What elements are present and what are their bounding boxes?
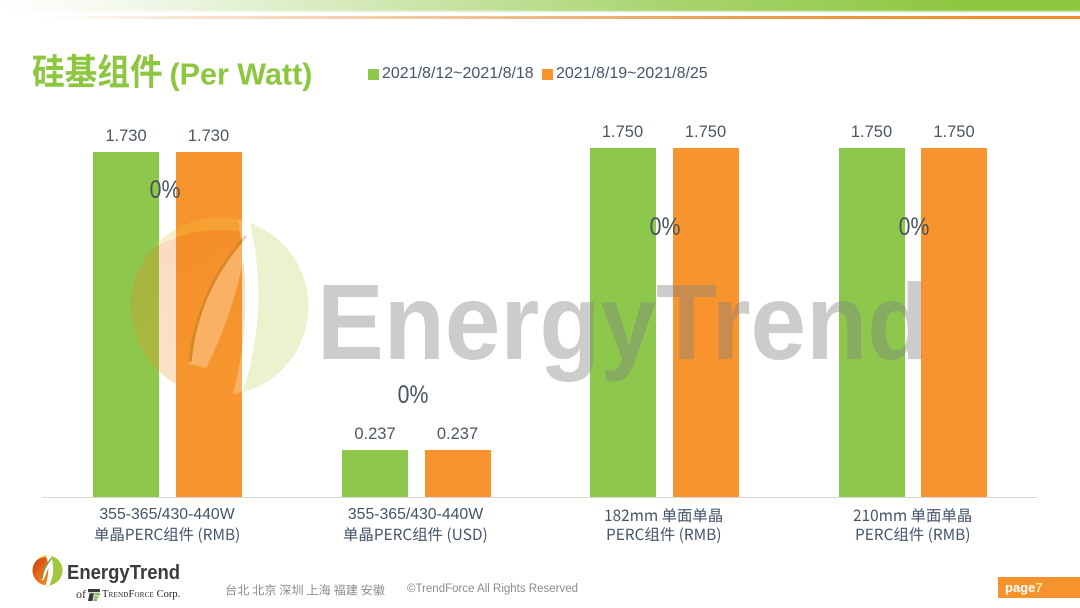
svg-text:(Per Watt): (Per Watt) <box>170 58 313 92</box>
svg-text:EnergyTrend: EnergyTrend <box>317 262 928 382</box>
